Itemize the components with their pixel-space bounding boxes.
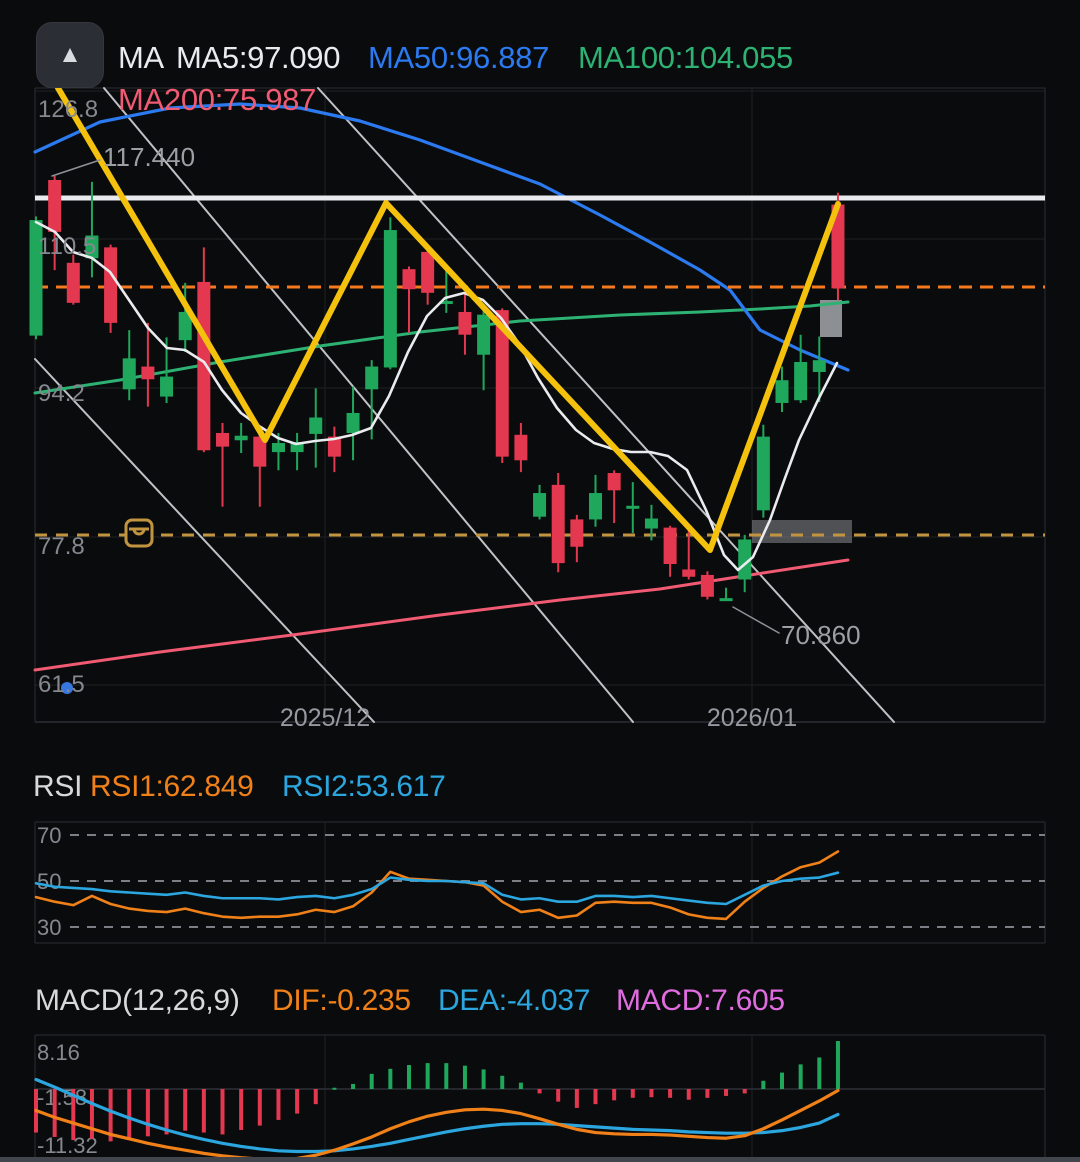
drawn-zigzag-layer — [55, 85, 841, 553]
ma200-value: MA200:75.987 — [118, 82, 317, 117]
ma5-line-layer — [34, 220, 839, 572]
svg-text:94.2: 94.2 — [38, 380, 85, 407]
svg-text:2026/01: 2026/01 — [707, 704, 797, 732]
macd-dif-value: DIF:-0.235 — [272, 984, 411, 1017]
macd-indicator-label: MACD(12,26,9) — [35, 984, 240, 1017]
triangle-up-icon: ▲ — [58, 41, 82, 68]
svg-text:126.8: 126.8 — [38, 96, 98, 123]
svg-text:70: 70 — [37, 823, 61, 848]
svg-text:30: 30 — [37, 915, 61, 940]
svg-text:2025/12: 2025/12 — [280, 704, 370, 732]
ma-indicator-label: MA — [118, 40, 164, 75]
macd-panel-layer: 8.16-1.58-11.32 — [34, 1034, 1046, 1162]
callout-layer: 117.440 70.860 — [51, 142, 861, 650]
svg-text:77.8: 77.8 — [38, 533, 85, 560]
blue-dot-marker — [61, 682, 73, 694]
svg-text:50: 50 — [37, 869, 61, 894]
macd-value: MACD:7.605 — [616, 984, 785, 1017]
svg-text:70.860: 70.860 — [781, 620, 861, 650]
collapse-indicators-button[interactable]: ▲ — [36, 22, 104, 88]
trend-channel-layer — [34, 87, 895, 723]
price-alert-icon — [124, 518, 154, 548]
rsi-panel-layer: 70 50 30 — [34, 821, 1046, 944]
svg-text:8.16: 8.16 — [37, 1040, 80, 1065]
svg-text:117.440: 117.440 — [103, 142, 195, 172]
bottom-scroll-strip — [0, 1157, 1080, 1162]
ma-lines-layer — [33, 102, 850, 672]
svg-text:61.5: 61.5 — [38, 671, 85, 698]
candles-layer — [29, 176, 845, 602]
svg-text:110.5: 110.5 — [38, 233, 96, 260]
macd-dea-value: DEA:-4.037 — [438, 984, 591, 1017]
ma50-value: MA50:96.887 — [368, 40, 550, 75]
ma100-value: MA100:104.055 — [578, 40, 793, 75]
axis-labels-layer: 126.8 110.5 94.2 77.8 61.5 2025/12 2026/01 — [38, 96, 797, 732]
rsi1-value: RSI1:62.849 — [90, 770, 254, 803]
gray-boxes-layer — [752, 300, 852, 543]
ma5-value: MA5:97.090 — [176, 40, 341, 75]
rsi-indicator-label: RSI — [33, 770, 83, 803]
svg-text:-11.32: -11.32 — [37, 1133, 98, 1158]
rsi2-value: RSI2:53.617 — [282, 770, 446, 803]
